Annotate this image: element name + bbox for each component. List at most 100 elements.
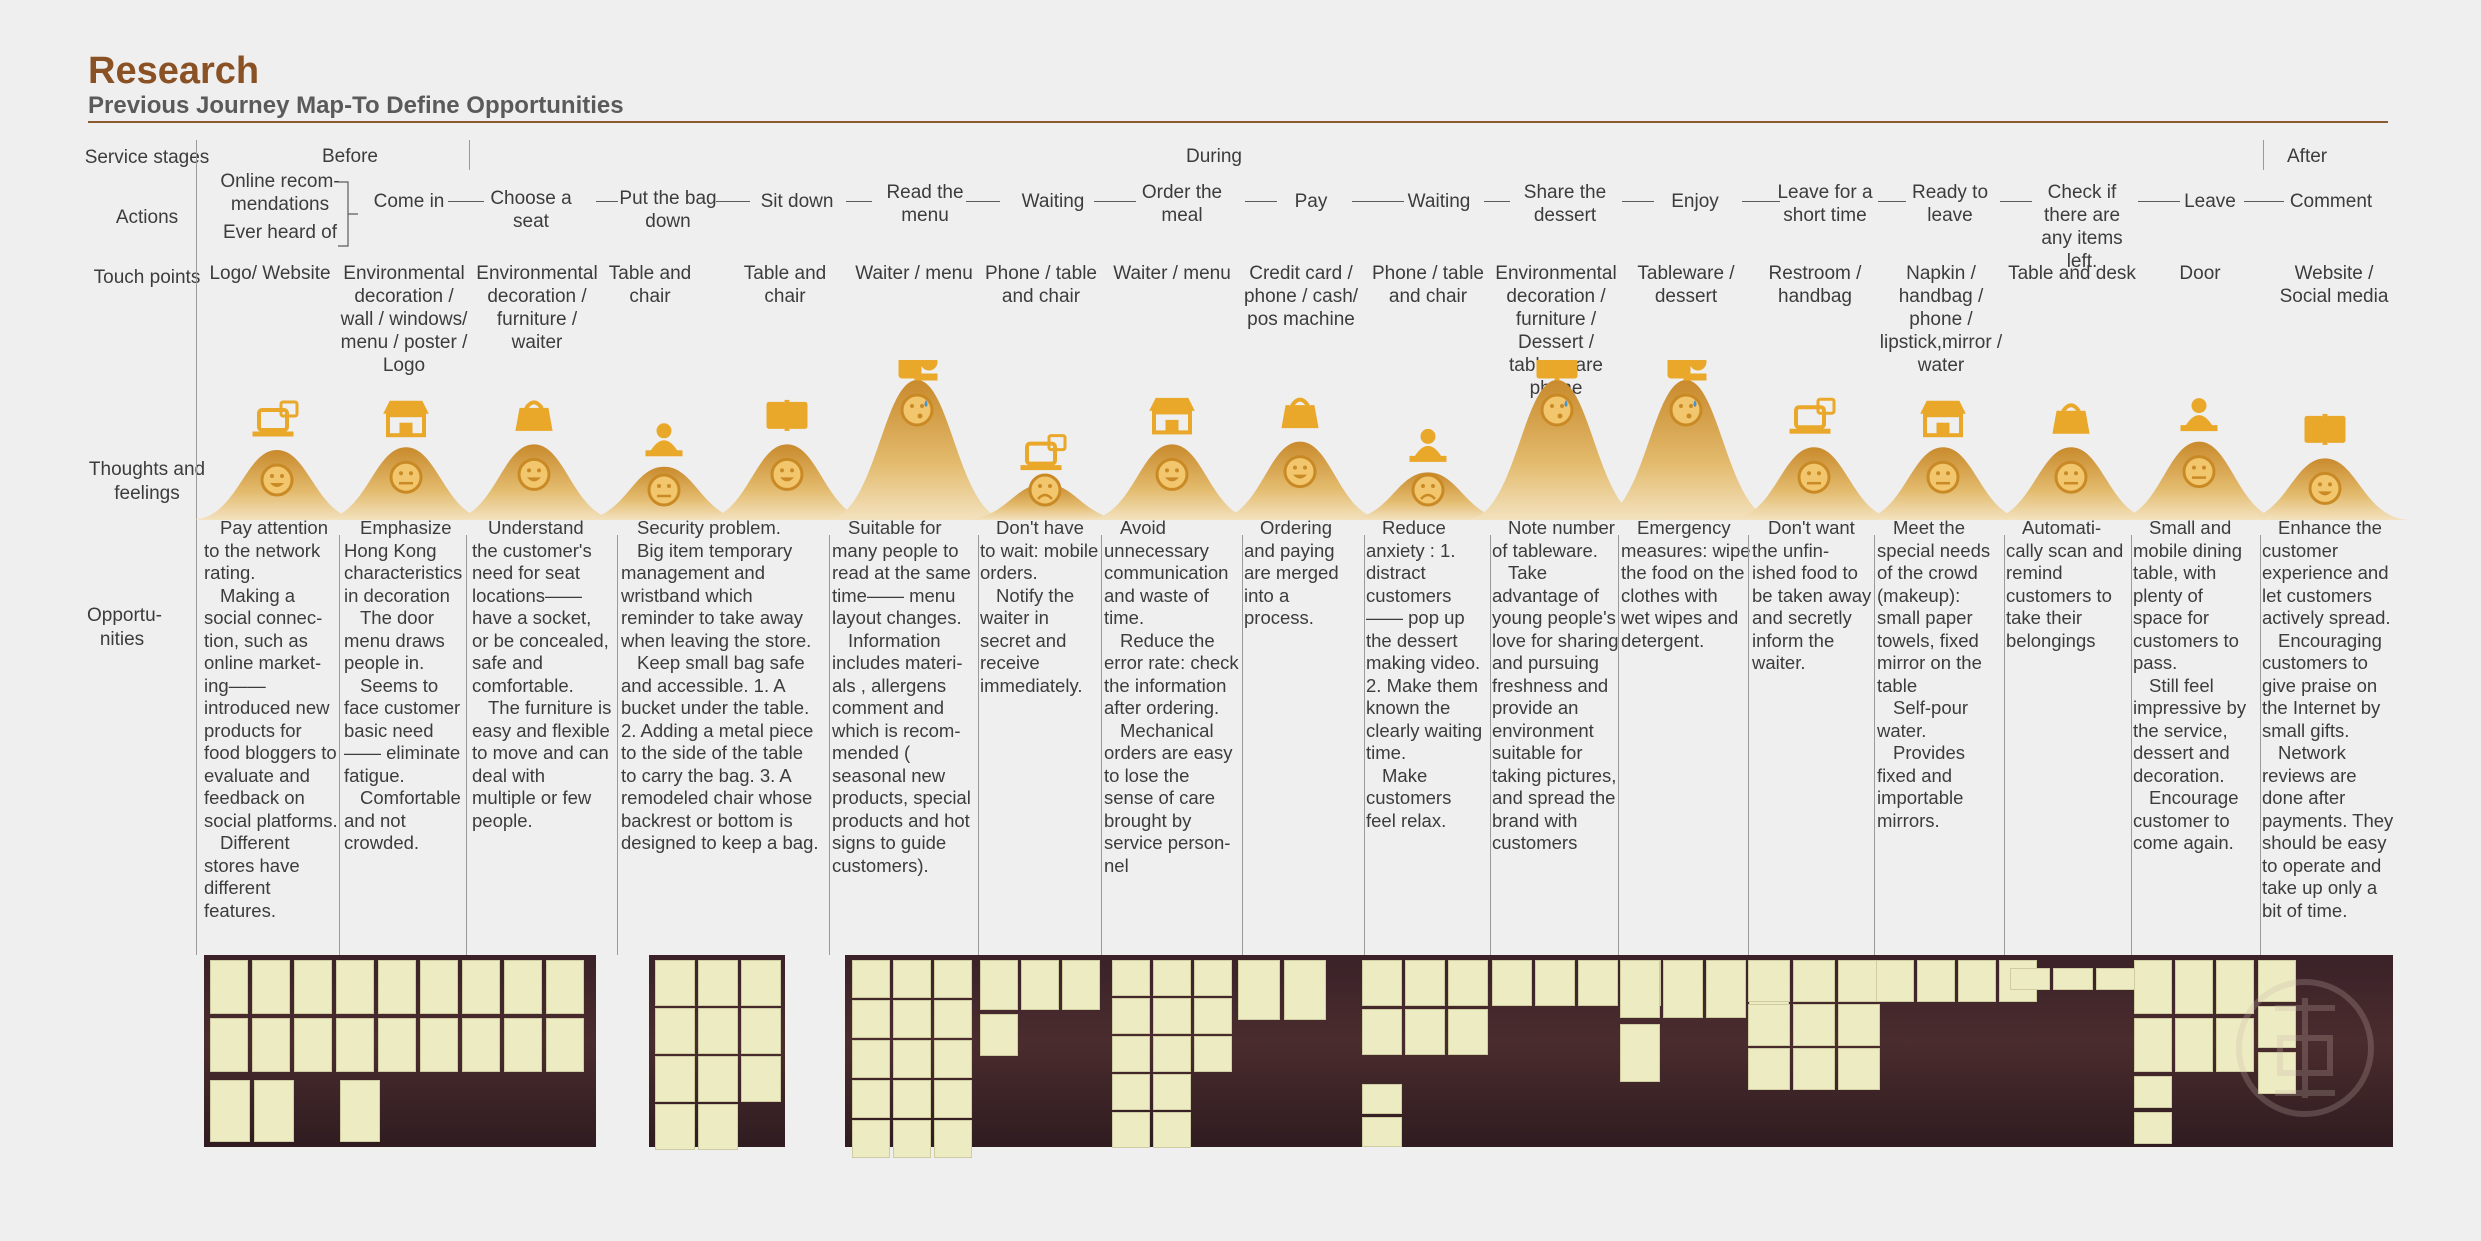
- sticky-note: [698, 960, 738, 1006]
- sticky-note: [1405, 1009, 1445, 1055]
- emotion-curve: [190, 360, 2412, 520]
- makeup-icon: [1920, 400, 1966, 438]
- sticky-note: [1194, 960, 1232, 996]
- sticky-note: [1448, 1009, 1488, 1055]
- sad-face-icon: [1411, 473, 1445, 507]
- row-label-touch-points: Touch points: [93, 267, 201, 288]
- sticky-note: [1284, 960, 1326, 1020]
- sticky-note: [2216, 1018, 2254, 1072]
- sticky-note: [980, 1014, 1018, 1056]
- opportunity-text: Encourage customer to come again.: [2133, 787, 2239, 853]
- touch-point: Napkin / handbag / phone / lipstick,mirr…: [1879, 263, 2003, 376]
- cashier-icon: [1149, 397, 1195, 435]
- title-divider: [88, 121, 2388, 123]
- sticky-note: [504, 1018, 542, 1072]
- opportunity-column: Emergency measures: wipe the food on the…: [1621, 517, 1751, 652]
- happy-face-icon: [517, 457, 551, 491]
- sticky-note: [698, 1056, 738, 1102]
- sticky-note: [462, 1018, 500, 1072]
- sticky-note: [1194, 998, 1232, 1034]
- opportunity-text: Mechanical orders are easy to lose the s…: [1104, 719, 1233, 876]
- action-come-in: Come in: [373, 191, 445, 212]
- column-divider: [1490, 535, 1491, 955]
- opportunity-text: Don't want the unfin- ished food to be t…: [1752, 517, 1872, 673]
- sticky-note: [893, 1120, 931, 1158]
- opportunity-text: Meet the special needs of the crowd (mak…: [1877, 517, 1991, 696]
- sticky-note: [852, 1120, 890, 1158]
- action-order-meal: Order the meal: [1141, 182, 1223, 226]
- sticky-note: [210, 960, 248, 1014]
- touch-point: Table and desk: [2008, 263, 2136, 284]
- action-choose-seat: Choose a seat: [490, 188, 572, 232]
- opportunity-column: Reduce anxiety : 1. distract customers——…: [1366, 517, 1486, 832]
- column-divider: [2131, 535, 2132, 955]
- sticky-note: [210, 1080, 250, 1142]
- sweat-face-icon: [1540, 393, 1574, 427]
- touch-point: Table and chair: [608, 263, 692, 307]
- opportunity-text: Pay attention to the network rating.: [204, 517, 328, 583]
- sticky-note: [2134, 1076, 2172, 1108]
- opportunity-column: Understand the customer's need for seat …: [472, 517, 612, 832]
- sticky-note: [1876, 960, 1914, 1002]
- sticky-note: [2216, 960, 2254, 1014]
- opportunity-column: Small and mobile dining table, with plen…: [2133, 517, 2253, 855]
- neutral-face-icon: [2182, 455, 2216, 489]
- opportunity-column: Security problem. Big item temporary mana…: [621, 517, 821, 855]
- handbag-icon: [645, 423, 683, 457]
- sticky-note: [1153, 1112, 1191, 1148]
- sticky-note: [698, 1104, 738, 1150]
- sticky-note: [1448, 960, 1488, 1006]
- sticky-note: [893, 960, 931, 998]
- sticky-note: [1958, 960, 1996, 1002]
- sticky-note: [741, 1056, 781, 1102]
- sticky-note: [934, 1080, 972, 1118]
- opportunity-column: Don't want the unfin- ished food to be t…: [1752, 517, 1874, 675]
- touch-point: Environmental decoration / wall / window…: [340, 263, 468, 376]
- opportunity-column: Suitable for many people to read at the …: [832, 517, 978, 877]
- action-online-recommendations: Online recom- mendations: [220, 171, 340, 215]
- sticky-note: [378, 960, 416, 1014]
- stage-before: Before: [322, 146, 378, 167]
- action-put-bag-down: Put the bag down: [619, 188, 717, 232]
- sticky-note: [934, 960, 972, 998]
- action-connector: [846, 201, 872, 202]
- sticky-note: [1620, 1024, 1660, 1082]
- sticky-note: [1153, 1036, 1191, 1072]
- sticky-note: [2134, 1018, 2172, 1072]
- opportunity-text: Still feel impressive by the service, de…: [2133, 674, 2247, 786]
- action-connector: [716, 201, 750, 202]
- sticky-note: [336, 1018, 374, 1072]
- opportunity-text: Automati- cally scan and remind customer…: [2006, 517, 2124, 651]
- touch-point: Environmental decoration / furniture / D…: [1495, 263, 1617, 399]
- share-dessert-icon: [1536, 360, 1578, 381]
- opportunity-text: Avoid unnecessary communication and wast…: [1104, 517, 1229, 628]
- opportunity-text: Comfortable and not crowded.: [344, 787, 461, 853]
- happy-face-icon: [260, 463, 294, 497]
- touch-point: Credit card / phone / cash/ pos machine: [1243, 263, 1359, 330]
- sticky-note: [698, 1008, 738, 1054]
- touch-point: Environmental decoration / furniture / w…: [476, 263, 598, 353]
- column-divider: [339, 535, 340, 955]
- opportunity-column: Meet the special needs of the crowd (mak…: [1877, 517, 2007, 832]
- opportunity-column: Automati- cally scan and remind customer…: [2006, 517, 2132, 652]
- neutral-face-icon: [1797, 460, 1831, 494]
- stage-divider: [469, 140, 470, 170]
- restroom-icon: [1789, 397, 1836, 434]
- opportunity-column: Avoid unnecessary communication and wast…: [1104, 517, 1240, 877]
- action-leave-short-time: Leave for a short time: [1777, 182, 1873, 226]
- sticky-note: [980, 960, 1018, 1010]
- sticky-note: [1748, 1048, 1790, 1090]
- sticky-note: [420, 960, 458, 1014]
- sticky-note: [1362, 1009, 1402, 1055]
- sweat-face-icon: [900, 393, 934, 427]
- column-divider: [978, 535, 979, 955]
- opportunity-column: Enhance the customer experience and let …: [2262, 517, 2396, 922]
- sticky-note: [852, 1000, 890, 1038]
- action-waiting-1: Waiting: [1021, 191, 1085, 212]
- sticky-note: [2053, 968, 2093, 990]
- sticky-note: [2258, 960, 2296, 1002]
- opportunity-column: Don't have to wait: mobile orders. Notify…: [980, 517, 1102, 697]
- column-divider: [1618, 535, 1619, 955]
- sticky-note: [1112, 1112, 1150, 1148]
- sticky-note: [1748, 960, 1790, 1002]
